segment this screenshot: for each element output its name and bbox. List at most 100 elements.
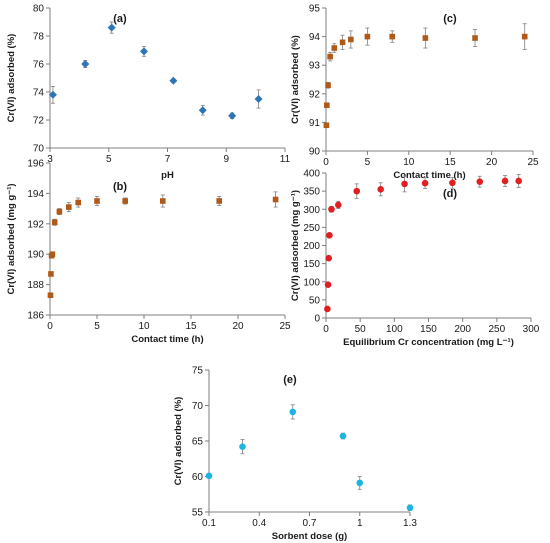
x-tick-label: 11 — [280, 154, 291, 165]
data-point — [331, 45, 338, 51]
y-axis-title: Cr(VI) adsorbed (%) — [6, 34, 17, 123]
data-point — [339, 432, 347, 440]
y-tick-label: 94 — [309, 32, 321, 43]
data-point — [328, 205, 335, 213]
x-tick-label: 0 — [323, 324, 329, 335]
y-axis-title: Cr(VI) adsorbed (mg g⁻¹) — [290, 190, 301, 301]
data-point — [476, 178, 484, 185]
y-tick-label: 188 — [27, 280, 44, 291]
y-tick-label: 72 — [33, 116, 45, 127]
data-point — [422, 35, 429, 41]
panel-b: 0 5 10 15 20 25 186 188 190 192 194 196 Contact time… — [6, 159, 291, 346]
data-point — [122, 198, 128, 204]
panel-label: (d) — [443, 188, 457, 200]
x-tick-label: 25 — [527, 157, 539, 168]
x-tick-label: 0.4 — [252, 518, 266, 529]
y-tick-label: 74 — [33, 88, 45, 99]
data-point — [348, 36, 354, 43]
x-tick-label: 7 — [165, 154, 171, 165]
data-point — [353, 187, 361, 195]
y-axis-title: Cr(VI) adsorbed (%) — [173, 397, 184, 486]
y-tick-label: 100 — [303, 277, 320, 288]
x-tick-label: 9 — [223, 154, 229, 165]
panel-a: 3 5 7 9 11 70 72 74 76 78 80 pH Cr(VI) adsorbed (%) (… — [6, 4, 291, 182]
y-tick-label: 50 — [309, 295, 321, 306]
panel-label: (a) — [113, 13, 127, 25]
data-point — [323, 122, 330, 129]
data-point — [198, 106, 207, 115]
x-tick-label: 5 — [106, 154, 112, 165]
x-tick-label: 15 — [445, 157, 457, 168]
data-point — [472, 35, 478, 41]
x-tick-label: 10 — [403, 157, 415, 168]
data-point — [377, 186, 384, 193]
x-tick-label: 0 — [323, 157, 329, 168]
x-tick-label: 1 — [357, 518, 363, 529]
data-point — [94, 198, 100, 204]
y-tick-label: 55 — [192, 508, 204, 519]
data-point — [51, 219, 58, 226]
y-tick-label: 78 — [33, 32, 45, 43]
x-axis-title: Contact time (h) — [131, 334, 203, 345]
panel-label: (c) — [443, 13, 457, 25]
x-tick-label: 300 — [523, 324, 540, 335]
y-tick-label: 300 — [303, 205, 320, 216]
data-point — [56, 208, 63, 215]
data-point — [327, 53, 333, 60]
y-tick-label: 196 — [27, 159, 44, 170]
y-tick-label: 75 — [192, 366, 204, 377]
x-tick-label: 20 — [486, 157, 498, 168]
data-point — [324, 305, 331, 313]
x-axis-title: Sorbent dose (g) — [272, 531, 347, 542]
x-tick-label: 3 — [47, 154, 53, 165]
y-tick-label: 95 — [309, 4, 321, 15]
y-tick-label: 92 — [309, 89, 321, 100]
y-tick-label: 70 — [192, 401, 204, 412]
data-point — [81, 60, 90, 68]
data-point — [326, 232, 333, 239]
data-point — [205, 472, 213, 480]
data-point — [48, 271, 54, 277]
data-point — [364, 33, 371, 40]
x-axis-title: pH — [161, 170, 174, 181]
data-point — [169, 76, 178, 85]
data-point — [325, 254, 333, 262]
data-point — [324, 102, 330, 109]
data-point — [48, 90, 57, 99]
data-point — [325, 82, 331, 89]
x-tick-label: 5 — [365, 157, 371, 168]
data-point — [289, 408, 297, 416]
y-tick-label: 400 — [303, 169, 320, 180]
data-point — [140, 47, 148, 56]
data-point — [66, 204, 72, 210]
y-tick-label: 192 — [27, 219, 44, 230]
x-tick-label: 150 — [420, 324, 437, 335]
data-point — [389, 33, 396, 40]
y-tick-label: 350 — [303, 187, 320, 198]
data-point — [401, 180, 408, 188]
x-tick-label: 0.7 — [303, 518, 317, 529]
data-point — [75, 199, 81, 206]
data-point — [49, 251, 56, 257]
data-point — [47, 292, 54, 299]
x-tick-label: 0.1 — [202, 518, 216, 529]
y-tick-label: 70 — [33, 144, 45, 155]
x-axis-title: Contact time (h) — [393, 170, 465, 181]
data-point — [216, 198, 222, 204]
panel-c: 0 5 10 15 20 25 90 91 92 93 94 95 Contact time (h) Cr… — [290, 4, 539, 182]
y-tick-label: 91 — [309, 118, 321, 129]
y-tick-label: 76 — [33, 60, 45, 71]
data-point — [228, 111, 237, 120]
y-axis-title: Cr(VI) adsorbed (mg g⁻¹) — [6, 183, 17, 294]
panel-label: (e) — [283, 374, 297, 386]
data-point — [521, 33, 528, 40]
x-tick-label: 20 — [232, 321, 244, 332]
data-point — [160, 198, 166, 204]
y-tick-label: 200 — [303, 241, 320, 252]
x-tick-label: 10 — [138, 321, 150, 332]
x-tick-label: 50 — [355, 324, 367, 335]
y-tick-label: 194 — [27, 189, 44, 200]
x-tick-label: 25 — [279, 321, 291, 332]
y-tick-label: 150 — [303, 259, 320, 270]
